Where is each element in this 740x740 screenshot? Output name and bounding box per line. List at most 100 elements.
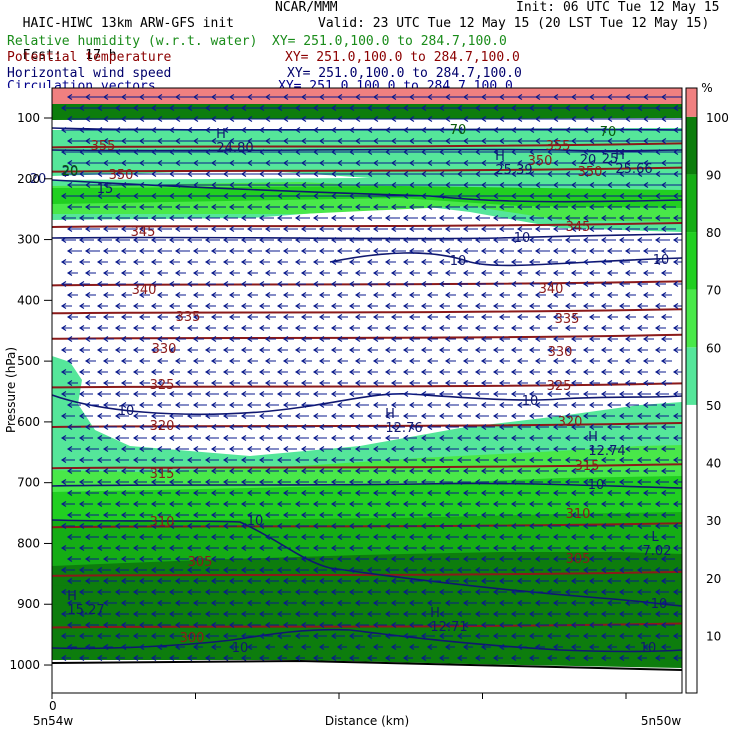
theta-label: 350 [578, 165, 603, 180]
circulation-vector [318, 644, 329, 650]
circulation-vector [624, 578, 639, 584]
circulation-vector [672, 501, 682, 507]
circulation-vector [636, 545, 651, 551]
org-name: NCAR/MMM [275, 0, 338, 15]
circulation-vector [300, 644, 311, 650]
circulation-vector [534, 578, 549, 584]
circulation-vector [642, 336, 654, 342]
circulation-vector [348, 303, 360, 309]
circulation-vector [492, 501, 507, 507]
circulation-vector [264, 600, 279, 606]
circulation-vector [588, 644, 599, 650]
circulation-vector [366, 567, 381, 573]
circulation-vector [210, 622, 225, 628]
circulation-vector [174, 270, 186, 276]
circulation-vector [456, 523, 471, 529]
circulation-vector [138, 380, 150, 386]
circulation-vector [564, 259, 576, 265]
circulation-vector [402, 501, 417, 507]
circulation-vector [600, 545, 615, 551]
circulation-vector [408, 490, 423, 496]
circulation-vector [264, 446, 279, 452]
wind-label: 10 [653, 253, 670, 268]
circulation-vector [312, 325, 324, 331]
circulation-vector [474, 523, 489, 529]
circulation-vector [114, 413, 129, 419]
circulation-vector [390, 468, 405, 474]
circulation-vector [114, 237, 130, 243]
circulation-vector [210, 248, 226, 254]
circulation-vector [660, 160, 682, 166]
circulation-vector [474, 655, 485, 661]
circulation-vector [390, 204, 406, 210]
high-value: 12.71 [430, 620, 467, 635]
circulation-vector [138, 292, 150, 298]
circulation-vector [348, 391, 363, 397]
circulation-vector [120, 622, 135, 628]
circulation-vector [492, 523, 507, 529]
circulation-vector [426, 270, 438, 276]
circulation-vector [636, 237, 652, 243]
circulation-vector [570, 490, 585, 496]
circulation-vector [336, 578, 351, 584]
circulation-vector [96, 501, 111, 507]
circulation-vector [186, 523, 201, 529]
circulation-vector [636, 435, 651, 441]
circulation-vector [354, 248, 370, 254]
circulation-vector [582, 347, 594, 353]
circulation-vector [372, 248, 388, 254]
circulation-vector [96, 303, 108, 309]
circulation-vector [582, 545, 597, 551]
circulation-vector [606, 644, 617, 650]
circulation-vector [624, 380, 636, 386]
legend-rh-xy: XY= 251.0,100.0 to 284.7,100.0 [272, 34, 507, 49]
circulation-vector [636, 259, 648, 265]
circulation-vector [462, 380, 474, 386]
circulation-vector [498, 226, 514, 232]
circulation-vector [204, 347, 216, 353]
circulation-vector [240, 457, 255, 463]
circulation-vector [282, 512, 297, 518]
circulation-vector [660, 292, 672, 298]
circulation-vector [462, 468, 477, 474]
circulation-vector [150, 259, 162, 265]
circulation-vector [498, 204, 514, 210]
circulation-vector [228, 534, 243, 540]
circulation-vector [372, 622, 387, 628]
circulation-vector [516, 270, 528, 276]
circulation-vector [330, 501, 345, 507]
circulation-vector [204, 281, 216, 287]
circulation-vector [132, 501, 147, 507]
theta-label: 310 [150, 515, 175, 530]
circulation-vector [312, 215, 328, 221]
circulation-vector [606, 270, 618, 276]
circulation-vector [96, 611, 111, 617]
circulation-vector [570, 556, 585, 562]
circulation-vector [354, 446, 369, 452]
theta-label: 340 [539, 282, 564, 297]
circulation-vector [570, 226, 586, 232]
circulation-vector [114, 215, 130, 221]
circulation-vector [138, 622, 153, 628]
circulation-vector [660, 358, 672, 364]
theta-label: 305 [188, 555, 213, 570]
circulation-vector [66, 204, 82, 210]
circulation-vector [552, 292, 564, 298]
circulation-vector [606, 512, 621, 518]
wind-label: 10 [588, 478, 605, 493]
circulation-vector [390, 534, 405, 540]
circulation-vector [498, 578, 513, 584]
circulation-vector [96, 523, 111, 529]
circulation-vector [534, 644, 545, 650]
circulation-vector [132, 567, 147, 573]
circulation-vector [60, 457, 75, 463]
circulation-vector [228, 644, 239, 650]
circulation-vector [444, 644, 455, 650]
theta-contour [52, 382, 682, 389]
circulation-vector [480, 358, 492, 364]
circulation-vector [660, 380, 672, 386]
circulation-vector [300, 578, 315, 584]
theta-contour [52, 463, 682, 470]
circulation-vector [492, 457, 507, 463]
circulation-vector [84, 600, 99, 606]
